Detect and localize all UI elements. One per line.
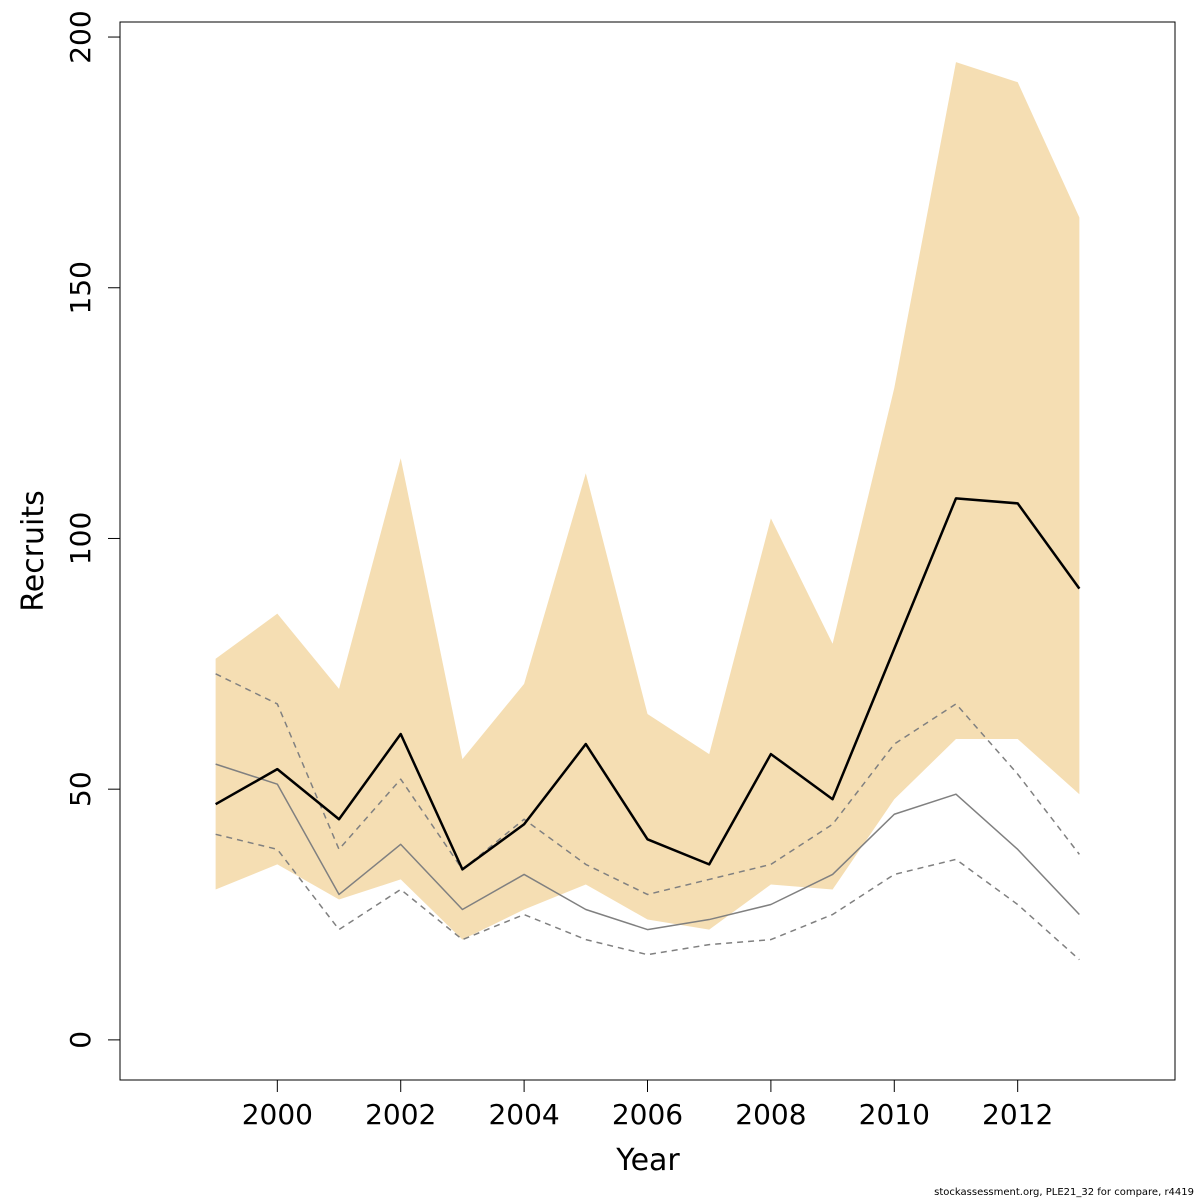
x-tick-label: 2004 — [488, 1098, 559, 1131]
y-tick-label: 100 — [64, 512, 97, 565]
series-line-compare-upper — [215, 673, 1080, 896]
y-tick-label: 200 — [64, 10, 97, 63]
y-tick-label: 50 — [64, 771, 97, 807]
series-line-estimate — [215, 497, 1081, 871]
footer-credit: stockassessment.org, PLE21_32 for compar… — [934, 1187, 1194, 1198]
y-tick-label: 150 — [64, 261, 97, 314]
y-tick-label: 0 — [64, 1031, 97, 1049]
confidence-band — [215, 62, 1080, 940]
series-line-compare-lower — [215, 833, 1080, 961]
x-axis-title: Year — [615, 1143, 680, 1178]
y-axis: 0 50 100 150 200 — [64, 10, 121, 1049]
x-tick-label: 2010 — [859, 1098, 930, 1131]
x-tick-label: 2008 — [735, 1098, 806, 1131]
x-tick-label: 2000 — [242, 1098, 313, 1131]
x-tick-label: 2012 — [982, 1098, 1053, 1131]
x-tick-label: 2002 — [365, 1098, 436, 1131]
x-axis: 2000 2002 2004 2006 2008 2010 2012 — [242, 1079, 1053, 1131]
series-layer — [215, 497, 1081, 961]
y-axis-title: Recruits — [16, 490, 51, 612]
x-tick-label: 2006 — [612, 1098, 683, 1131]
series-line-compare-estimate — [215, 763, 1080, 931]
confidence-band-layer — [215, 62, 1080, 940]
